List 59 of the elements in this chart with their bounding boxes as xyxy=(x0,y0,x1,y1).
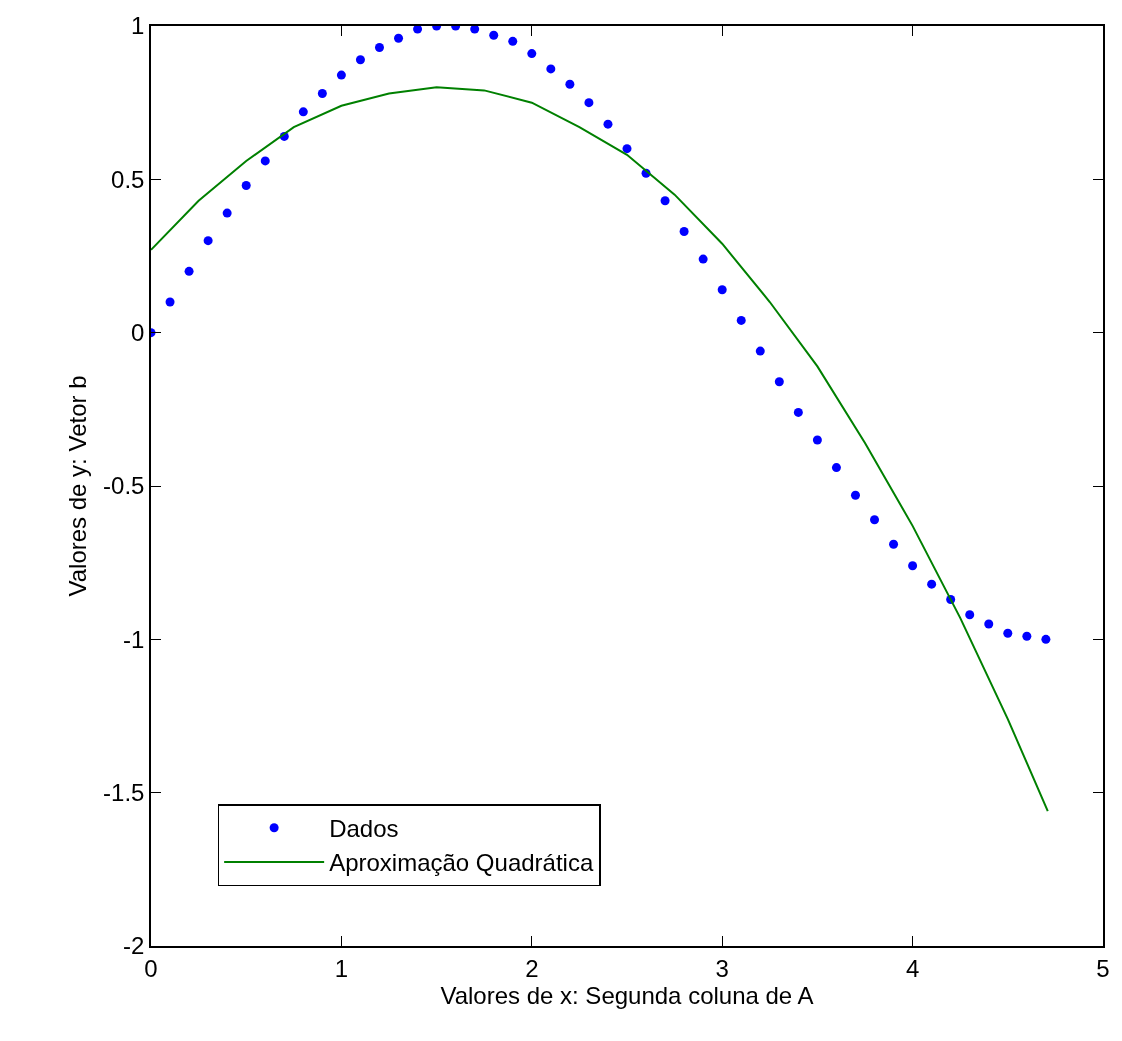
point xyxy=(527,49,537,59)
y-tick-label: -1 xyxy=(123,625,145,653)
point xyxy=(889,539,899,549)
point xyxy=(984,619,994,629)
point xyxy=(1041,634,1051,644)
point xyxy=(508,36,518,46)
y-tick-label: 1 xyxy=(131,12,145,40)
point xyxy=(679,226,689,236)
y-tick-label: 0 xyxy=(131,319,145,347)
point xyxy=(489,30,499,40)
point xyxy=(317,88,327,98)
point xyxy=(241,180,251,190)
point xyxy=(260,156,270,166)
point xyxy=(793,407,803,417)
point xyxy=(812,435,822,445)
x-tick-label: 5 xyxy=(1096,954,1110,982)
x-tick-label: 4 xyxy=(905,954,920,982)
point xyxy=(584,98,594,108)
point xyxy=(413,26,423,34)
point xyxy=(850,490,860,500)
y-axis-title: Valores de y: Vetor b xyxy=(63,375,91,597)
point xyxy=(203,236,213,246)
point xyxy=(1003,628,1013,638)
point xyxy=(908,561,918,571)
legend-label: Aproximação Quadrática xyxy=(329,849,594,877)
point xyxy=(965,610,975,620)
point xyxy=(336,70,346,80)
point xyxy=(698,254,708,264)
point xyxy=(927,579,937,589)
point xyxy=(165,297,175,307)
point xyxy=(831,463,841,473)
point xyxy=(546,64,556,74)
point xyxy=(603,119,613,129)
line-series xyxy=(151,86,1049,813)
y-tick-label: 0.5 xyxy=(111,165,145,193)
point xyxy=(736,315,746,325)
point xyxy=(222,208,232,218)
point xyxy=(355,55,365,65)
point xyxy=(660,196,670,206)
point xyxy=(298,107,308,117)
x-tick-label: 2 xyxy=(525,954,539,982)
point xyxy=(374,42,384,52)
x-axis-title: Valores de x: Segunda coluna de A xyxy=(440,981,814,1009)
y-tick-label: -1.5 xyxy=(103,779,145,807)
point xyxy=(470,26,480,34)
point xyxy=(774,377,784,387)
y-tick-label: -2 xyxy=(123,932,145,960)
legend-label: Dados xyxy=(329,815,399,843)
point xyxy=(717,285,727,295)
point xyxy=(1022,631,1032,641)
point xyxy=(184,266,194,276)
point xyxy=(622,144,632,154)
point xyxy=(565,79,575,89)
point xyxy=(394,33,404,43)
x-tick-label: 3 xyxy=(715,954,729,982)
point xyxy=(755,346,765,356)
x-tick-label: 1 xyxy=(334,954,349,982)
point xyxy=(870,515,880,525)
y-tick-label: -0.5 xyxy=(103,472,145,500)
